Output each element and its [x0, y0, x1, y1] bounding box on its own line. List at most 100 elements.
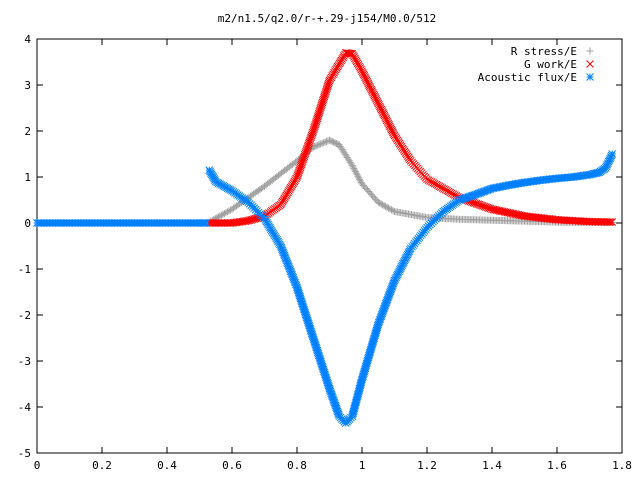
data-point	[389, 207, 397, 215]
data-point	[607, 151, 616, 160]
x-tick-label: 0	[34, 459, 41, 472]
data-point	[517, 211, 526, 220]
y-tick-label: -3	[18, 355, 31, 368]
legend-label: G work/E	[524, 58, 577, 71]
data-point	[491, 206, 499, 214]
y-tick-label: 3	[24, 79, 31, 92]
data-point	[247, 216, 256, 224]
x-tick-label: 0.6	[222, 459, 242, 472]
data-point	[353, 171, 361, 179]
data-point	[379, 201, 387, 209]
data-point	[606, 218, 615, 226]
data-point	[347, 160, 355, 168]
data-point	[514, 210, 523, 219]
data-point	[314, 141, 322, 149]
data-point	[202, 219, 210, 227]
y-tick-label: -2	[18, 309, 31, 322]
y-tick-label: 4	[24, 33, 31, 46]
data-point	[377, 200, 385, 208]
data-point	[321, 138, 329, 146]
y-tick-label: -4	[18, 401, 32, 414]
data-point	[385, 204, 393, 212]
data-point	[244, 216, 253, 225]
y-tick-label: -5	[18, 447, 31, 460]
data-point	[312, 142, 320, 150]
series-cross	[205, 48, 617, 227]
legend-label: R stress/E	[511, 45, 577, 58]
legend-label: Acoustic flux/E	[478, 71, 577, 84]
data-point	[248, 215, 257, 224]
data-point	[318, 139, 326, 147]
data-point	[388, 206, 396, 214]
x-tick-label: 1.6	[547, 459, 567, 472]
data-point	[608, 218, 617, 226]
data-point	[352, 168, 359, 176]
data-point	[309, 143, 317, 151]
legend-marker	[586, 73, 594, 81]
x-tick-label: 1	[359, 459, 366, 472]
data-point	[216, 212, 224, 220]
data-point	[311, 142, 319, 150]
y-tick-label: 0	[24, 217, 31, 230]
data-point	[374, 198, 382, 206]
series-layer	[33, 48, 617, 427]
data-point	[509, 209, 518, 218]
chart-title: m2/n1.5/q2.0/r-+.29-j154/M0.0/512	[218, 12, 437, 25]
data-point	[356, 177, 364, 185]
data-point	[242, 217, 251, 225]
x-tick-label: 1.8	[612, 459, 632, 472]
data-point	[492, 206, 501, 215]
data-point	[245, 216, 254, 225]
series-star	[33, 150, 617, 427]
data-point	[350, 165, 358, 173]
data-point	[383, 203, 391, 211]
data-point	[498, 207, 507, 216]
data-point	[376, 199, 384, 207]
data-point	[497, 207, 506, 216]
data-point	[608, 150, 617, 158]
data-point	[494, 206, 503, 215]
data-point	[500, 207, 509, 216]
data-point	[351, 166, 359, 174]
data-point	[225, 207, 233, 215]
data-point	[516, 211, 524, 219]
data-point	[502, 208, 510, 217]
x-tick-label: 0.8	[287, 459, 307, 472]
data-point	[380, 202, 388, 210]
data-point	[217, 211, 225, 219]
x-tick-label: 1.2	[417, 459, 437, 472]
x-tick-label: 0.4	[157, 459, 177, 472]
data-point	[220, 209, 228, 217]
data-point	[488, 205, 496, 214]
data-point	[219, 210, 227, 218]
plot-frame	[36, 38, 623, 454]
data-point	[348, 162, 356, 169]
data-point	[505, 208, 513, 217]
data-point	[605, 218, 614, 226]
legend-marker	[586, 47, 594, 55]
data-point	[386, 205, 394, 213]
data-point	[495, 206, 504, 215]
y-axis-ticks: 4 3 2 1 0 -1 -2 -3 -4 -5	[18, 33, 622, 460]
x-tick-label: 0.2	[92, 459, 112, 472]
y-tick-label: 2	[24, 125, 31, 138]
data-point	[223, 208, 231, 216]
data-point	[506, 209, 515, 217]
data-point	[489, 205, 498, 214]
x-tick-label: 1.4	[482, 459, 502, 472]
data-point	[512, 210, 521, 219]
x-axis-ticks: 0 0.2 0.4 0.6 0.8 1 1.2 1.4 1.6 1.8	[34, 39, 632, 472]
y-tick-label: -1	[18, 263, 31, 276]
data-point	[356, 175, 364, 183]
data-point	[382, 202, 390, 210]
data-point	[511, 210, 520, 218]
data-point	[503, 208, 512, 217]
data-point	[320, 139, 328, 147]
data-point	[352, 169, 360, 177]
data-point	[222, 209, 230, 217]
data-point	[349, 163, 357, 171]
data-point	[508, 209, 516, 218]
data-point	[354, 172, 362, 180]
